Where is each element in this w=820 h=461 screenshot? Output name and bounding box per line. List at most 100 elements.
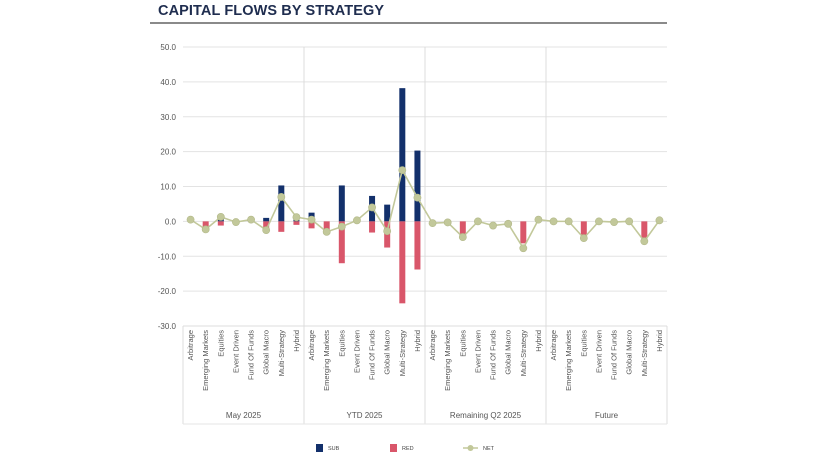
net-marker xyxy=(534,215,543,224)
y-tick-label: 20.0 xyxy=(160,148,176,157)
net-marker xyxy=(458,233,467,241)
category-label: Equities xyxy=(337,330,346,357)
category-label: Fund Of Funds xyxy=(489,330,498,380)
net-marker xyxy=(549,217,558,226)
category-label: Equities xyxy=(579,330,588,357)
bar-sub xyxy=(278,185,285,222)
group-label: May 2025 xyxy=(226,411,262,420)
y-tick-label: 0.0 xyxy=(165,217,177,226)
net-marker xyxy=(428,219,437,228)
y-tick-label: -10.0 xyxy=(158,252,177,261)
bar-sub xyxy=(263,217,270,222)
category-label: Emerging Markets xyxy=(322,330,331,391)
bar-red xyxy=(308,221,315,229)
legend: SUB RED NET xyxy=(316,444,495,452)
category-label: Fund Of Funds xyxy=(247,330,256,380)
sub-swatch-icon xyxy=(316,444,323,452)
category-label: Arbitrage xyxy=(549,330,558,360)
net-marker xyxy=(504,219,513,228)
category-label: Hybrid xyxy=(655,330,664,352)
group-label: Remaining Q2 2025 xyxy=(450,411,522,420)
net-marker xyxy=(247,215,255,224)
bar-red xyxy=(399,221,406,304)
legend-label: NET xyxy=(483,446,495,452)
y-tick-label: 40.0 xyxy=(160,78,176,87)
bar-sub xyxy=(414,150,421,222)
bar-red xyxy=(263,221,270,229)
y-tick-label: -30.0 xyxy=(158,322,177,331)
bar-red xyxy=(459,221,466,238)
bar-red xyxy=(369,221,376,233)
red-swatch-icon xyxy=(390,444,397,452)
bar-red xyxy=(217,221,224,226)
net-marker xyxy=(640,237,649,246)
category-label: Equities xyxy=(458,330,467,357)
bar-sub xyxy=(338,185,345,222)
net-marker xyxy=(353,216,361,225)
net-marker xyxy=(337,222,346,231)
legend-label: RED xyxy=(402,446,414,452)
net-marker xyxy=(292,213,301,222)
net-marker xyxy=(625,217,634,226)
net-marker xyxy=(443,218,452,227)
net-marker xyxy=(232,218,240,226)
category-label: Emerging Markets xyxy=(443,330,452,391)
category-label: Hybrid xyxy=(413,330,422,352)
x-axis-labels: Arbitrage Emerging Markets Equities Event D… xyxy=(186,330,664,420)
legend-label: SUB xyxy=(328,446,340,452)
net-marker xyxy=(595,217,603,226)
category-label: Global Macro xyxy=(625,330,634,375)
category-label: Emerging Markets xyxy=(201,330,210,391)
y-tick-label: 50.0 xyxy=(160,43,176,52)
title-divider xyxy=(150,22,667,24)
net-marker xyxy=(186,215,195,224)
category-label: Global Macro xyxy=(383,330,392,375)
category-label: Event Driven xyxy=(473,330,482,373)
category-label: Equities xyxy=(216,330,225,357)
net-line xyxy=(186,166,664,253)
category-label: Arbitrage xyxy=(307,330,316,360)
category-label: Hybrid xyxy=(534,330,543,352)
bar-red xyxy=(278,221,285,232)
net-marker xyxy=(201,225,210,234)
bar-red xyxy=(323,221,330,231)
net-marker xyxy=(216,212,225,221)
bar-red xyxy=(520,221,527,244)
net-marker xyxy=(413,193,422,202)
net-marker xyxy=(383,227,392,236)
y-axis-ticks: 50.0 40.0 30.0 20.0 10.0 0.0 -10.0 -20.0 -30.0 xyxy=(158,43,177,331)
net-marker xyxy=(262,226,271,234)
net-legend-marker-icon xyxy=(467,445,474,451)
net-marker xyxy=(489,221,497,230)
category-label: Emerging Markets xyxy=(564,330,573,391)
category-label: Global Macro xyxy=(504,330,513,375)
category-label: Event Driven xyxy=(231,330,240,373)
chart-title: CAPITAL FLOWS BY STRATEGY xyxy=(158,3,385,19)
category-label: Event Driven xyxy=(594,330,603,373)
y-tick-label: 10.0 xyxy=(160,183,176,192)
category-label: Fund Of Funds xyxy=(610,330,619,380)
group-label: Future xyxy=(595,411,619,420)
net-marker xyxy=(277,193,286,201)
bar-sub xyxy=(384,204,391,222)
category-label: Hybrid xyxy=(292,330,301,352)
category-label: Fund Of Funds xyxy=(368,330,377,380)
net-marker xyxy=(564,217,573,226)
bar-sub xyxy=(399,88,406,222)
net-marker xyxy=(610,218,618,226)
category-label: Multi-Strategy xyxy=(519,330,528,377)
bar-red xyxy=(293,221,300,225)
group-label: YTD 2025 xyxy=(346,411,383,420)
category-label: Event Driven xyxy=(352,330,361,373)
category-label: Arbitrage xyxy=(186,330,195,360)
category-label: Global Macro xyxy=(262,330,271,375)
net-marker xyxy=(579,234,588,243)
category-label: Arbitrage xyxy=(428,330,437,360)
category-label: Multi-Strategy xyxy=(277,330,286,377)
category-label: Multi-Strategy xyxy=(640,330,649,377)
net-marker xyxy=(398,166,407,175)
bar-red xyxy=(641,221,648,239)
bar-red xyxy=(580,221,587,238)
net-marker xyxy=(322,227,331,236)
